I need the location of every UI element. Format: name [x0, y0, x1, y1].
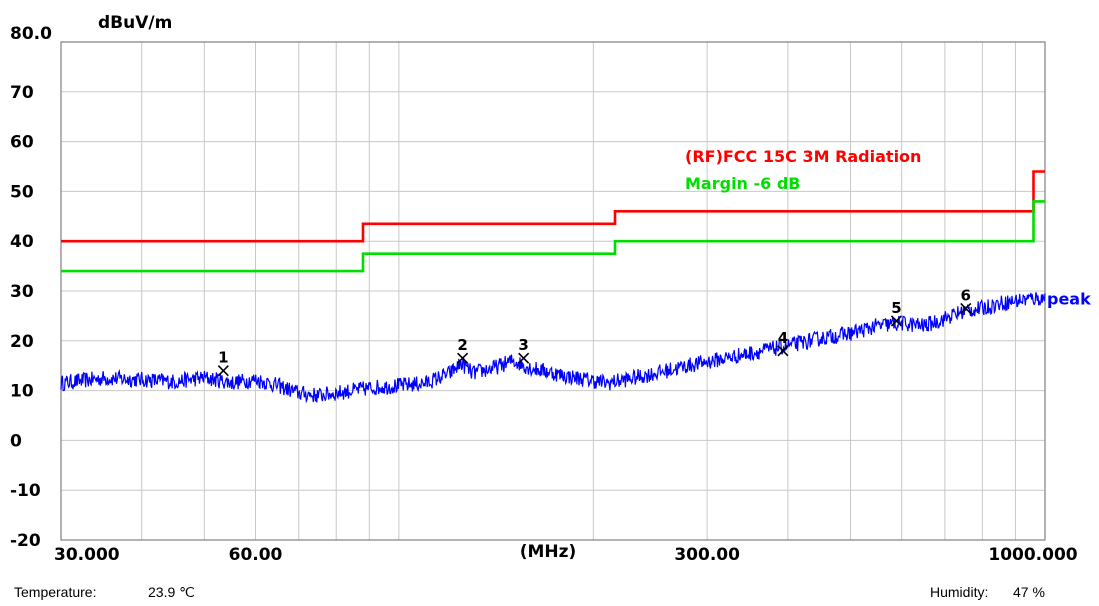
- marker-x: [217, 365, 229, 377]
- legend-entry: (RF)FCC 15C 3M Radiation: [685, 147, 921, 166]
- plot-frame: [60, 41, 1046, 541]
- x-axis-unit: (MHz): [520, 542, 577, 562]
- marker-x: [457, 352, 469, 364]
- y-tick-label: -10: [10, 481, 41, 501]
- marker-label: 3: [518, 336, 528, 354]
- y-tick-label: 60: [10, 133, 34, 153]
- x-tick-label: 30.000: [54, 545, 120, 565]
- y-axis-unit: dBuV/m: [98, 13, 172, 33]
- y-tick-label: 80.0: [10, 24, 52, 44]
- temperature-label: Temperature:: [14, 584, 97, 600]
- y-tick-label: 50: [10, 182, 34, 202]
- marker-label: 4: [778, 329, 788, 347]
- temperature-value: 23.9 ℃: [148, 584, 195, 600]
- x-tick-label: 1000.000: [988, 545, 1077, 565]
- markers: 1 2 3 4 5 6: [217, 286, 972, 377]
- marker-x: [960, 302, 972, 314]
- series-line-limit: [61, 170, 1045, 243]
- y-tick-label: 10: [10, 382, 34, 402]
- series-line-peak: [60, 292, 1046, 404]
- peak-series-label: peak: [1047, 289, 1091, 308]
- y-tick-label: -20: [10, 531, 41, 551]
- marker-x: [518, 352, 530, 364]
- x-tick-label: 300.00: [674, 545, 740, 565]
- series-line-margin: [61, 200, 1045, 273]
- y-tick-label: 0: [10, 431, 22, 451]
- marker-label: 5: [891, 299, 901, 317]
- legend-entry: Margin -6 dB: [685, 174, 801, 193]
- axes: 80.0 70 60 50 40 30 20 10 0 -10 -20 30.000 60.00 300.…: [10, 13, 1078, 565]
- grid: [61, 42, 1045, 540]
- y-tick-label: 30: [10, 282, 34, 302]
- marker-label: 6: [961, 286, 971, 304]
- marker-label: 1: [218, 349, 228, 367]
- legend: (RF)FCC 15C 3M Radiation Margin -6 dB: [685, 147, 921, 193]
- y-tick-label: 20: [10, 332, 34, 352]
- series: peak: [60, 170, 1091, 404]
- y-tick-label: 40: [10, 232, 34, 252]
- y-tick-label: 70: [10, 83, 34, 103]
- humidity-label: Humidity:: [930, 584, 989, 600]
- marker-x: [890, 315, 903, 327]
- marker-label: 2: [457, 336, 467, 354]
- humidity-value: 47 %: [1013, 584, 1045, 600]
- marker-x: [777, 345, 789, 357]
- x-tick-label: 60.00: [229, 545, 283, 565]
